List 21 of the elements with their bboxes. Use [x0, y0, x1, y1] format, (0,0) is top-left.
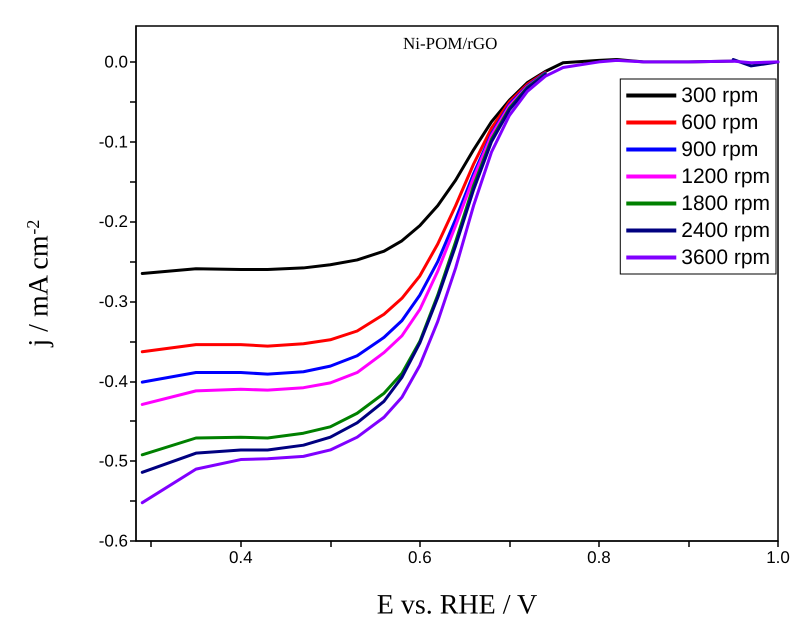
x-tick-label: 1.0 — [766, 548, 790, 567]
legend-label: 3600 rpm — [681, 246, 770, 269]
legend-label: 900 rpm — [681, 138, 758, 161]
y-tick-label: -0.6 — [98, 532, 128, 550]
legend-label: 1200 rpm — [681, 165, 770, 188]
annotation: Ni-POM/rGO — [403, 34, 498, 53]
y-tick-label: -0.2 — [98, 212, 128, 232]
y-tick-label: -0.1 — [98, 132, 128, 152]
y-tick-label: -0.5 — [98, 452, 128, 471]
legend-label: 2400 rpm — [681, 219, 770, 242]
legend-label: 600 rpm — [681, 111, 758, 134]
legend-label: 300 rpm — [681, 84, 758, 107]
y-tick-label: 0.0 — [104, 52, 128, 72]
y-tick-label: -0.3 — [98, 292, 128, 311]
y-axis-title: j / mA cm-2 — [23, 220, 54, 348]
x-tick-label: 0.4 — [228, 548, 253, 567]
legend-label: 1800 rpm — [681, 192, 770, 215]
x-tick-label: 0.8 — [587, 548, 611, 567]
x-axis-title: E vs. RHE / V — [376, 590, 538, 620]
x-tick-label: 0.6 — [408, 548, 432, 567]
y-tick-label: -0.4 — [98, 372, 128, 391]
